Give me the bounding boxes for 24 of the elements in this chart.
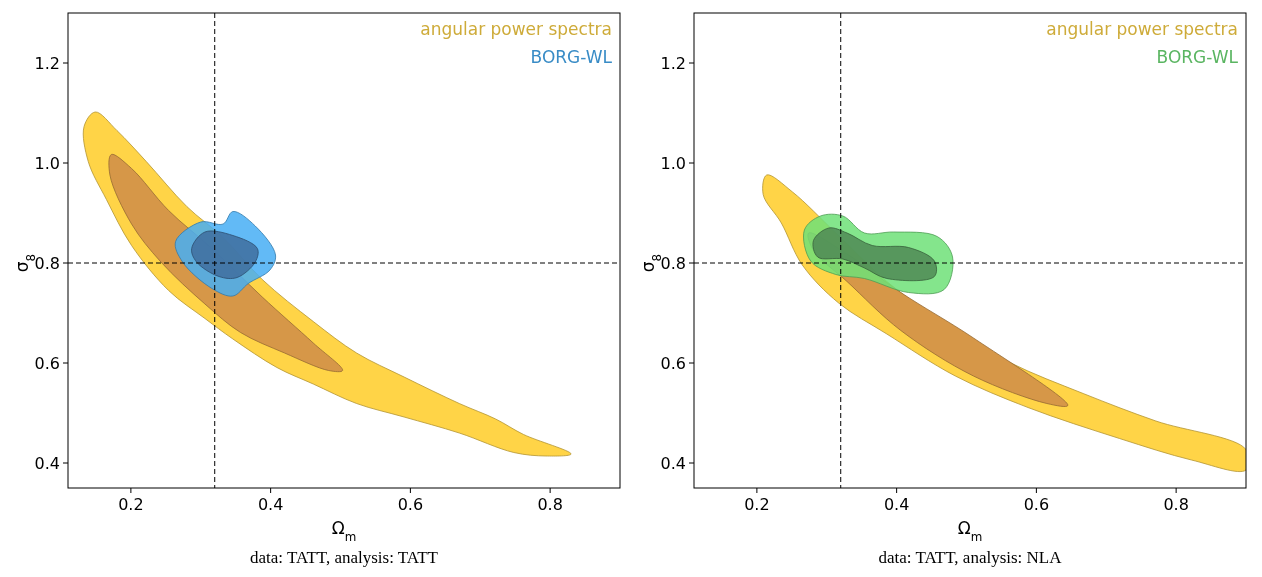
text: data: TATT, analysis: NLA <box>878 548 1063 567</box>
x-axis-title: Ω$_{m}$ <box>957 518 983 544</box>
y-tick-label: 1.0 <box>660 154 686 173</box>
x-tick-label: 0.8 <box>537 495 563 514</box>
text: angular power spectra <box>1046 19 1238 39</box>
x-tick-label: 0.4 <box>257 495 284 514</box>
x-tick-label: 0.8 <box>1163 495 1189 514</box>
text: BORG-WL <box>530 47 613 67</box>
y-tick-label: 1.2 <box>660 54 686 73</box>
x-tick-label: 0.6 <box>1023 495 1050 514</box>
text: data: TATT, analysis: TATT <box>249 548 439 567</box>
y-tick-label: 1.2 <box>34 54 60 73</box>
x-tick-label: 0.6 <box>397 495 424 514</box>
x-tick-label: 0.2 <box>744 495 770 514</box>
y-tick-label: 0.4 <box>660 454 686 473</box>
x-tick-label: 0.2 <box>118 495 144 514</box>
x-axis-title: Ω$_{m}$ <box>331 518 357 544</box>
y-tick-label: 0.6 <box>660 354 686 373</box>
text: angular power spectra <box>420 19 612 39</box>
x-tick-label: 0.4 <box>883 495 910 514</box>
y-tick-label: 0.4 <box>34 454 60 473</box>
y-tick-label: 1.0 <box>34 154 60 173</box>
y-tick-label: 0.6 <box>34 354 60 373</box>
text: BORG-WL <box>1156 47 1239 67</box>
